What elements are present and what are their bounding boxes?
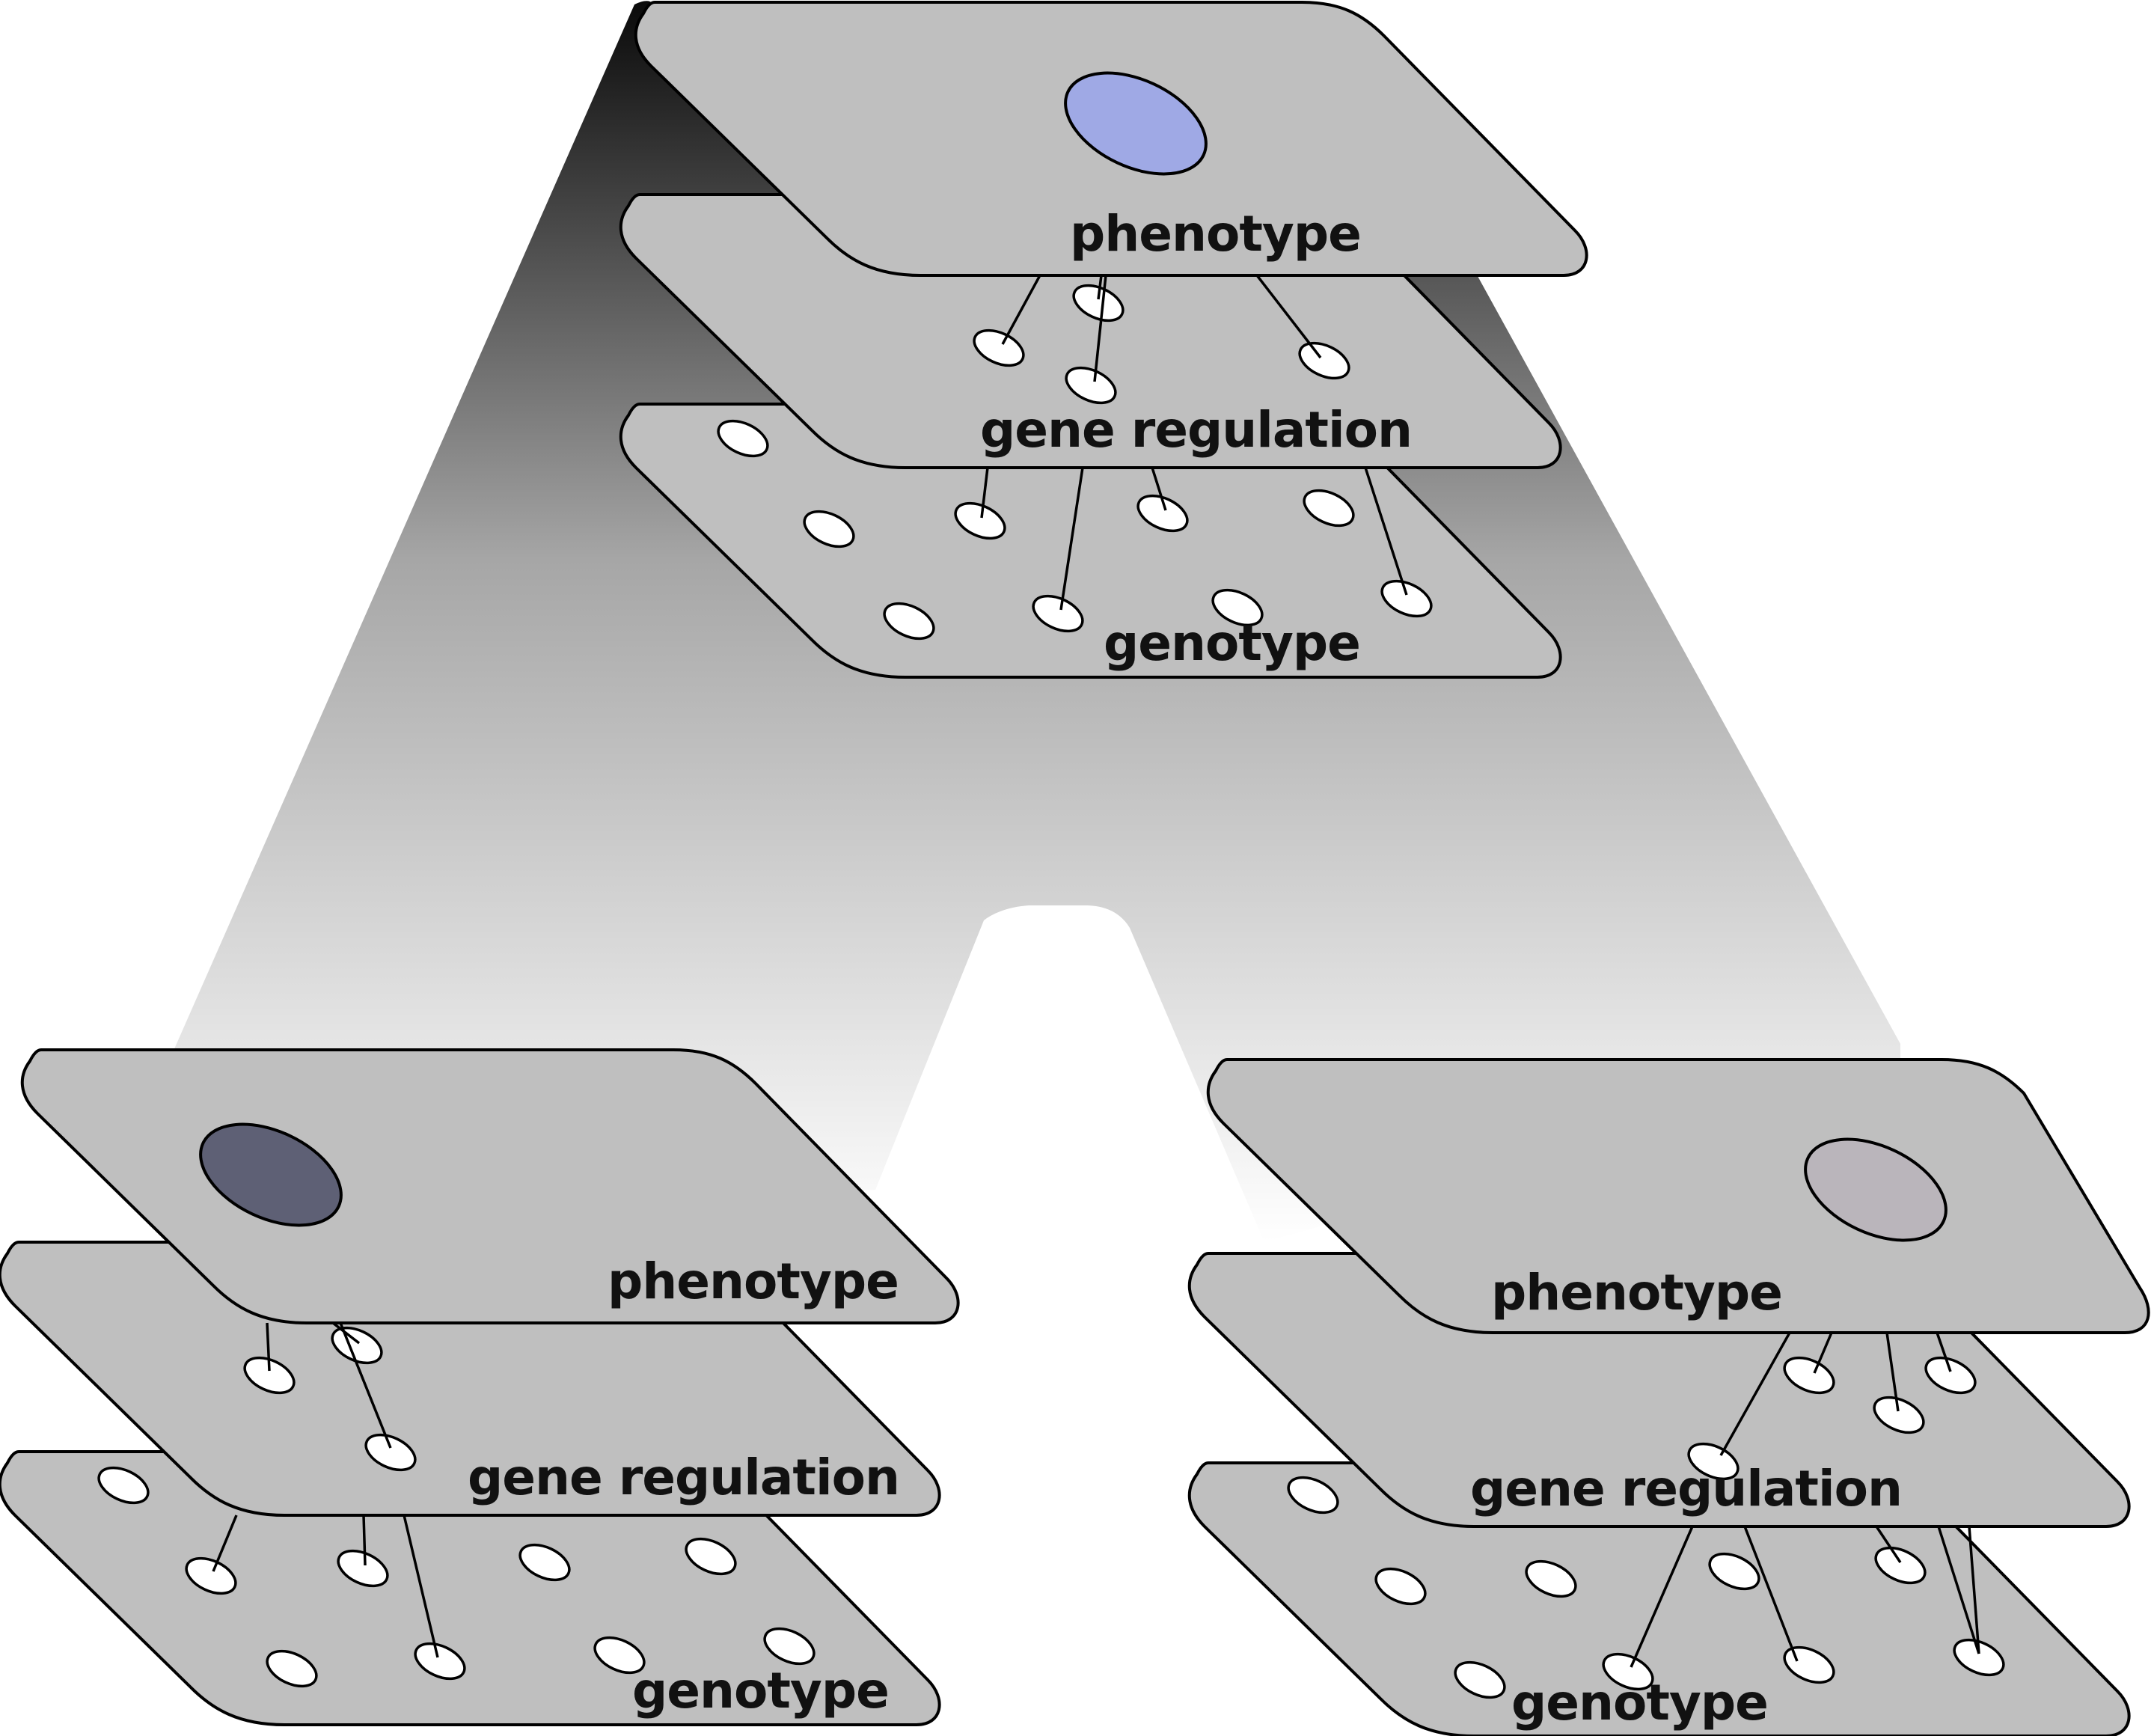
gene-node — [717, 419, 769, 458]
left-links — [212, 1321, 439, 1658]
gene-node — [954, 501, 1006, 540]
gene-node — [763, 1627, 816, 1666]
left-genotype-label: genotype — [632, 1662, 889, 1720]
parent-phenotype-label: phenotype — [1070, 205, 1361, 263]
gene-node — [1454, 1660, 1506, 1699]
regulation-node — [364, 1433, 417, 1472]
left-genotype-nodes — [97, 1466, 816, 1688]
regulation-node — [1924, 1356, 1977, 1395]
right-regulation-nodes — [1687, 1356, 1977, 1481]
gene-node — [518, 1543, 571, 1582]
gene-node — [685, 1537, 737, 1576]
gene-node — [1032, 594, 1084, 633]
parent-genotype-label: genotype — [1104, 614, 1360, 672]
gene-node — [1953, 1638, 2005, 1677]
left-child-stack: phenotype gene regulation genotype — [0, 1048, 960, 1726]
regulation-node — [1298, 341, 1350, 380]
gene-node — [97, 1466, 150, 1505]
gene-node — [1303, 489, 1355, 528]
right-gene-regulation-label: gene regulation — [1470, 1460, 1902, 1518]
parent-stack: phenotype gene regulation genotype — [619, 1, 1588, 679]
right-phenotype-label: phenotype — [1491, 1264, 1782, 1321]
gene-node — [1708, 1552, 1760, 1591]
gene-node — [1525, 1559, 1577, 1598]
regulation-node — [1687, 1442, 1740, 1481]
regulation-node — [973, 328, 1025, 367]
gene-node — [1136, 494, 1189, 533]
parent-gene-regulation-label: gene regulation — [980, 401, 1412, 459]
right-genotype-label: genotype — [1511, 1674, 1768, 1732]
parent-genotype-nodes — [717, 419, 1433, 641]
parent-phenotype-cell — [1064, 71, 1208, 176]
parent-links — [980, 274, 1408, 611]
regulation-node — [1873, 1396, 1925, 1434]
right-links — [1630, 1332, 1980, 1668]
gene-node — [266, 1649, 318, 1688]
left-phenotype-label: phenotype — [608, 1253, 899, 1310]
gene-node — [883, 602, 935, 641]
gene-node — [1380, 579, 1433, 618]
gene-node — [1783, 1645, 1835, 1684]
gene-node — [337, 1549, 389, 1588]
left-phenotype-plane — [20, 1048, 960, 1324]
regulation-node — [1065, 366, 1117, 405]
right-child-stack: phenotype gene regulation genotype — [1187, 1058, 2150, 1736]
gene-node — [1874, 1546, 1927, 1585]
regulation-node — [243, 1356, 296, 1395]
gene-node — [1287, 1476, 1339, 1515]
left-child-phenotype-cell — [199, 1122, 343, 1227]
right-child-phenotype-cell — [1804, 1137, 1948, 1242]
gene-node — [1211, 588, 1264, 627]
right-genotype-nodes — [1287, 1476, 2005, 1699]
regulation-node — [1783, 1356, 1835, 1395]
gene-node — [593, 1636, 646, 1675]
parent-regulation-nodes — [973, 284, 1350, 405]
left-gene-regulation-label: gene regulation — [468, 1449, 899, 1506]
gene-node — [414, 1642, 466, 1681]
right-phenotype-plane — [1206, 1058, 2150, 1334]
gene-node — [803, 510, 855, 548]
gene-node — [1374, 1567, 1427, 1606]
